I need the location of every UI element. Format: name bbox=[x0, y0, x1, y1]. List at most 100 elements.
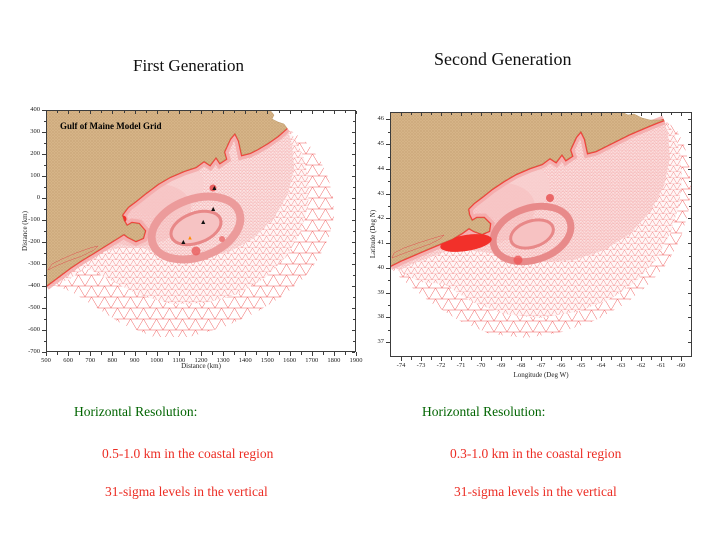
axis-tick bbox=[212, 352, 214, 355]
dense-spot bbox=[513, 255, 523, 265]
axis-tick bbox=[43, 121, 46, 122]
y-tick-label: 41 bbox=[377, 239, 385, 247]
dense-spot bbox=[546, 194, 554, 202]
axis-tick bbox=[621, 113, 622, 116]
dense-spot bbox=[191, 246, 201, 256]
axis-tick bbox=[387, 305, 390, 307]
axis-tick bbox=[386, 144, 390, 146]
axis-tick bbox=[344, 111, 346, 113]
axis-tick bbox=[267, 111, 269, 114]
x-tick-label: 800 bbox=[107, 357, 118, 364]
axis-tick bbox=[352, 286, 355, 287]
first-generation-map bbox=[46, 110, 356, 352]
axis-tick bbox=[134, 352, 136, 356]
station-marker-triangle: ▲ bbox=[209, 205, 217, 214]
axis-tick bbox=[353, 165, 355, 166]
axis-tick bbox=[611, 113, 612, 115]
x-tick-label: -71 bbox=[456, 362, 466, 369]
axis-tick bbox=[352, 132, 355, 133]
axis-tick bbox=[189, 111, 191, 113]
x-tick-label: -66 bbox=[556, 362, 566, 369]
x-tick-label: 1200 bbox=[194, 357, 208, 364]
axis-tick bbox=[386, 218, 390, 220]
y-tick-label: -400 bbox=[28, 282, 40, 289]
plot-frame bbox=[390, 112, 692, 357]
x-tick-label: 1400 bbox=[238, 357, 252, 364]
x-tick-label: 700 bbox=[85, 357, 96, 364]
axis-tick bbox=[167, 111, 169, 113]
y-tick-label: 37 bbox=[377, 338, 385, 346]
axis-tick bbox=[46, 111, 47, 114]
axis-tick bbox=[223, 352, 225, 356]
y-tick-label: 40 bbox=[377, 263, 385, 271]
axis-tick bbox=[352, 330, 355, 331]
x-tick-label: -65 bbox=[576, 362, 586, 369]
x-tick-label: -68 bbox=[516, 362, 526, 369]
axis-tick bbox=[57, 111, 59, 113]
x-tick-label: -60 bbox=[676, 362, 686, 369]
axis-tick bbox=[42, 110, 46, 111]
axis-tick bbox=[591, 357, 592, 360]
axis-tick bbox=[267, 352, 269, 356]
axis-tick bbox=[386, 243, 390, 245]
axis-tick bbox=[353, 275, 355, 276]
axis-tick bbox=[101, 111, 103, 113]
orange-marker-triangle: ▲ bbox=[186, 235, 193, 242]
x-tick-label: 1900 bbox=[349, 357, 363, 364]
axis-tick bbox=[441, 357, 442, 361]
axis-tick bbox=[688, 342, 691, 344]
y-tick-label: 200 bbox=[30, 150, 40, 157]
y-tick-label: 42 bbox=[377, 214, 385, 222]
axis-tick bbox=[521, 357, 522, 361]
axis-tick bbox=[689, 255, 691, 257]
y-tick-label: -500 bbox=[28, 304, 40, 311]
axis-tick bbox=[531, 113, 532, 115]
georges-bank-ring bbox=[489, 202, 575, 266]
axis-tick bbox=[43, 187, 46, 188]
axis-tick bbox=[234, 352, 236, 355]
axis-tick bbox=[431, 113, 432, 115]
axis-tick bbox=[256, 352, 258, 355]
axis-tick bbox=[43, 275, 46, 276]
axis-tick bbox=[234, 111, 236, 113]
axis-tick bbox=[387, 329, 390, 331]
title-second-generation: Second Generation bbox=[434, 49, 572, 69]
axis-tick bbox=[356, 111, 357, 114]
axis-tick bbox=[501, 357, 502, 361]
axis-tick bbox=[352, 242, 355, 243]
axis-tick bbox=[401, 113, 402, 116]
axis-tick bbox=[42, 198, 46, 199]
axis-tick bbox=[689, 181, 691, 183]
right-map-x-axis-title: Longitude (Deg W) bbox=[513, 371, 569, 379]
axis-tick bbox=[661, 357, 662, 361]
axis-tick bbox=[42, 286, 46, 287]
axis-tick bbox=[431, 357, 432, 360]
axis-tick bbox=[688, 267, 691, 269]
left-resolution-line1: 0.5-1.0 km in the coastal region bbox=[102, 446, 274, 461]
axis-tick bbox=[387, 230, 390, 232]
left-map-y-axis-title: Distance (km) bbox=[21, 211, 29, 251]
axis-tick bbox=[245, 111, 247, 114]
axis-tick bbox=[333, 111, 335, 114]
axis-tick bbox=[551, 357, 552, 360]
axis-tick bbox=[491, 113, 492, 115]
axis-tick bbox=[352, 154, 355, 155]
axis-tick bbox=[651, 357, 652, 360]
station-marker-triangle: ▲ bbox=[210, 184, 218, 193]
right-resolution-line1: 0.3-1.0 km in the coastal region bbox=[450, 446, 622, 461]
axis-tick bbox=[68, 352, 70, 356]
y-tick-label: 300 bbox=[30, 128, 40, 135]
axis-tick bbox=[471, 357, 472, 360]
axis-tick bbox=[681, 357, 682, 361]
axis-tick bbox=[167, 352, 169, 355]
axis-tick bbox=[79, 352, 81, 355]
axis-tick bbox=[101, 352, 103, 355]
axis-tick bbox=[688, 292, 691, 294]
axis-tick bbox=[43, 231, 46, 232]
axis-tick bbox=[43, 209, 46, 210]
x-tick-label: -70 bbox=[476, 362, 486, 369]
axis-tick bbox=[353, 341, 355, 342]
axis-tick bbox=[178, 111, 180, 114]
axis-tick bbox=[386, 267, 390, 269]
